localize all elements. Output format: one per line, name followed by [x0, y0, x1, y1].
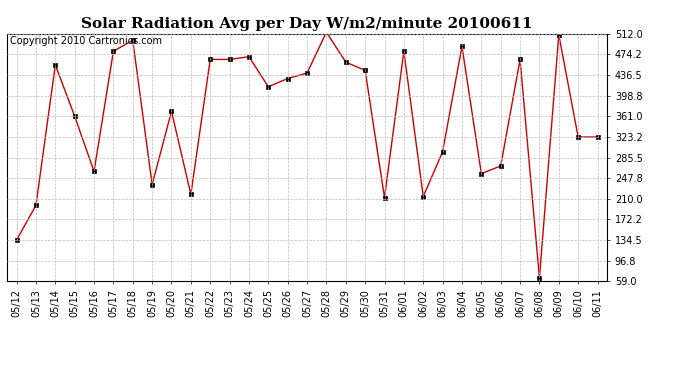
- Title: Solar Radiation Avg per Day W/m2/minute 20100611: Solar Radiation Avg per Day W/m2/minute …: [81, 17, 533, 31]
- Text: Copyright 2010 Cartronics.com: Copyright 2010 Cartronics.com: [10, 36, 162, 46]
